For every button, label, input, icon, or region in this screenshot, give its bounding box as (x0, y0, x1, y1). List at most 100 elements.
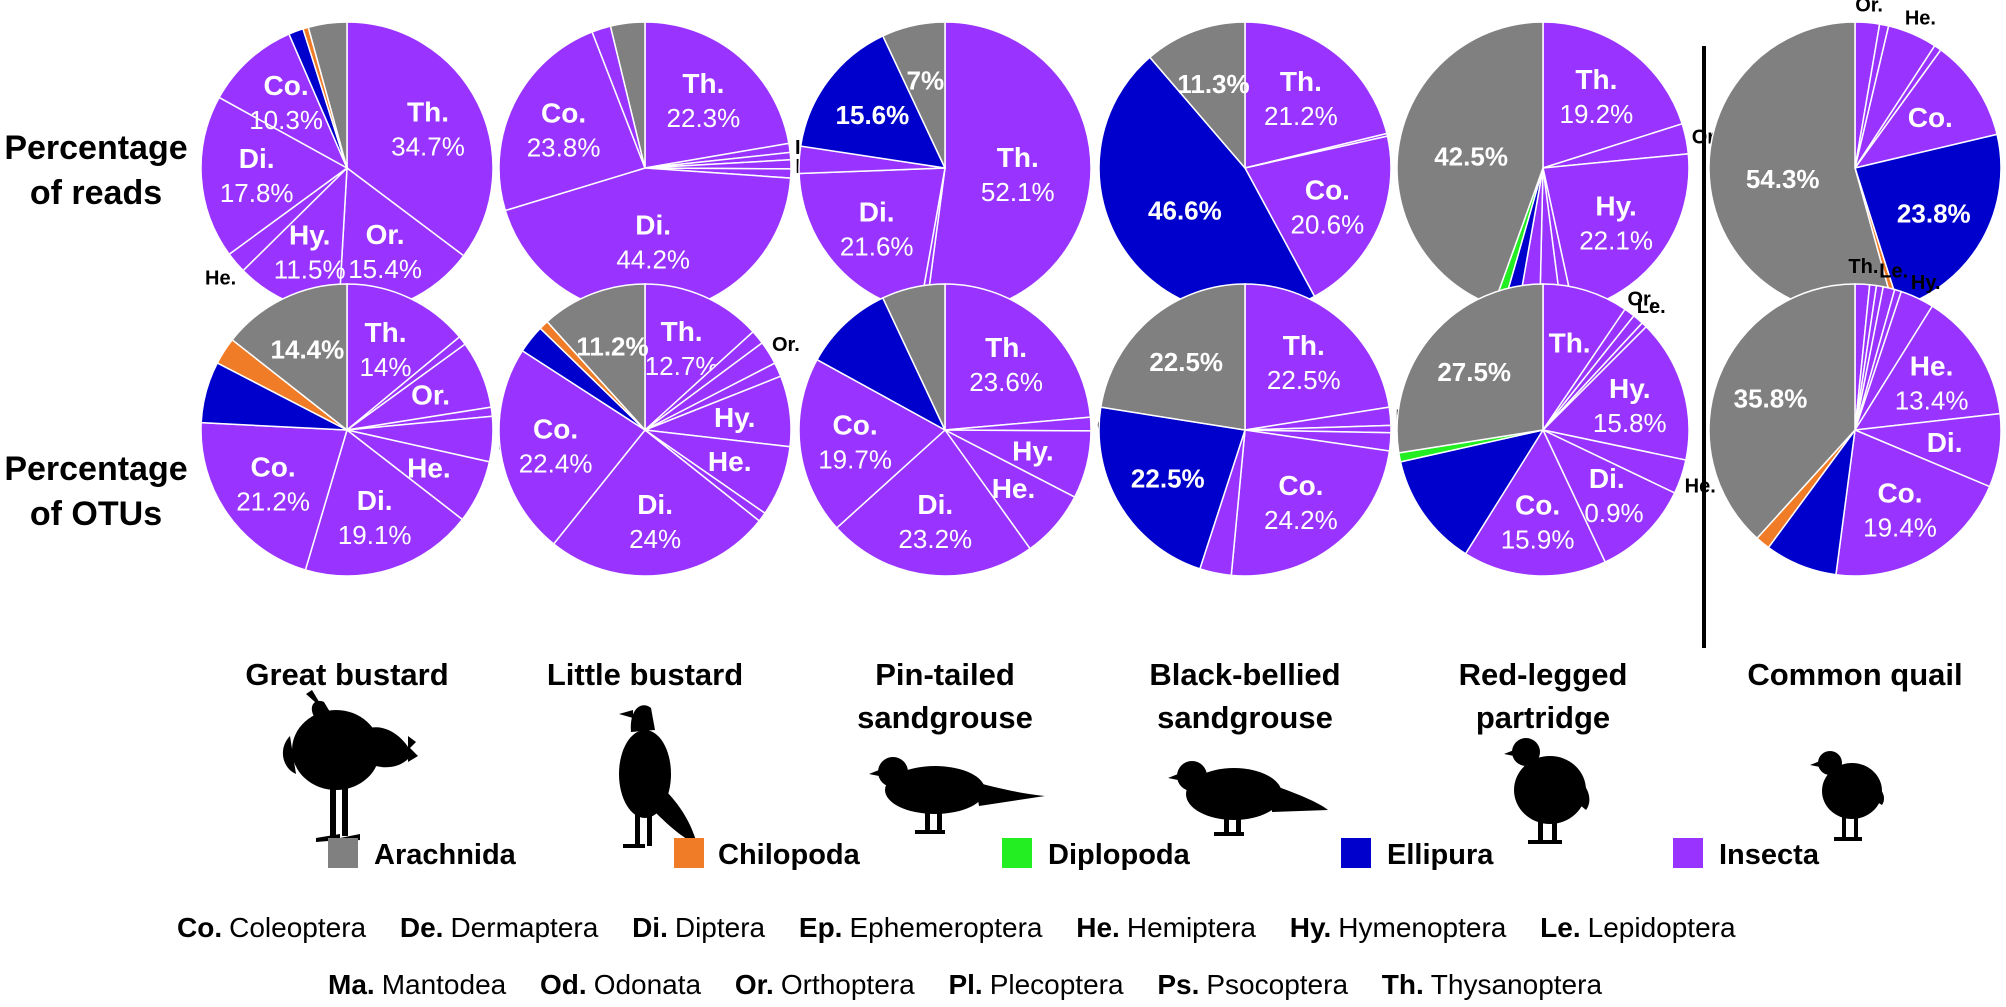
pie-black-bellied-sandgrouse-reads-label-co: Co. (1305, 175, 1350, 206)
pie-great-bustard-reads-label-or: Or. (366, 219, 405, 250)
pie-pin-tailed-sandgrouse-reads-pct-2: 21.6% (840, 231, 914, 261)
pie-great-bustard-otus-pct-10: 14.4% (271, 335, 345, 365)
abbr-ep: Ep. (799, 912, 843, 943)
pie-red-legged-partridge-reads-label-hy: Hy. (1595, 190, 1637, 221)
row-label-reads: Percentage of reads (4, 129, 187, 212)
red-legged-partridge-silhouette-icon (1504, 738, 1590, 844)
legend-label-insecta: Insecta (1719, 839, 1820, 871)
pie-little-bustard-otus-pct-11: 11.2% (576, 332, 648, 362)
pie-little-bustard-otus: Th.12.7%Or.Hy.He.Di.24%Co.22.4%11.2% (498, 283, 800, 577)
pie-little-bustard-reads: Th.22.3%Le.He.Di.44.2%Co.23.8% (498, 21, 826, 315)
pie-pin-tailed-sandgrouse-reads-label-th: Th. (997, 142, 1039, 173)
bird-name-little-bustard: Little bustard (547, 657, 743, 692)
pie-red-legged-partridge-reads-label-th: Th. (1575, 64, 1617, 95)
pie-pin-tailed-sandgrouse-reads-slice-arachnida-5 (881, 21, 946, 169)
pie-little-bustard-otus-slice-insecta-di-7 (552, 428, 761, 577)
pie-black-bellied-sandgrouse-otus-pct-4: 24.2% (1264, 505, 1338, 535)
pie-pin-tailed-sandgrouse-otus-slice-insecta-th-0 (944, 283, 1092, 431)
pie-great-bustard-reads-pct-0: 34.7% (391, 132, 465, 162)
pie-great-bustard-otus-slice-insecta-di-6 (304, 428, 464, 577)
legend-swatch-ellipura (1341, 838, 1371, 868)
pie-pin-tailed-sandgrouse-reads-pct-0: 52.1% (981, 177, 1055, 207)
pie-black-bellied-sandgrouse-reads-pct-4: 11.3% (1177, 69, 1249, 99)
abbr-he: He. (1076, 912, 1120, 943)
pie-great-bustard-otus-pct-7: 21.2% (236, 486, 310, 516)
pie-common-quail-otus-slice-arachnida-11 (1708, 283, 1856, 540)
pie-black-bellied-sandgrouse-otus-pct-6: 22.5% (1131, 463, 1205, 493)
pie-red-legged-partridge-otus-slice-insecta-co-7 (1464, 428, 1607, 577)
abbr-de: De. (400, 912, 444, 943)
abbr-di: Di. (632, 912, 668, 943)
abbr-co-full: Coleoptera (229, 912, 366, 943)
pie-red-legged-partridge-reads-pct-8: 42.5% (1434, 142, 1508, 172)
pie-common-quail-otus: Th. Le.Hy. He. 13.4% Di.Co. 19.4% 35.8% (1708, 256, 2002, 577)
bird-name-red-legged-line1: Red-legged (1459, 657, 1628, 692)
pie-black-bellied-sandgrouse-otus-slice-insecta-th-0 (1244, 283, 1391, 431)
abbr-le-full: Lepidoptera (1588, 912, 1736, 943)
abbr-ps-full: Psocoptera (1206, 969, 1348, 1000)
bird-name-common-quail: Common quail (1747, 657, 1962, 692)
great-bustard-silhouette-icon (282, 690, 418, 842)
pie-common-quail-otus-label-he: He. (1910, 351, 1954, 382)
pie-black-bellied-sandgrouse-reads-pct-3: 46.6% (1148, 195, 1222, 225)
legend-label-ellipura: Ellipura (1387, 839, 1494, 871)
pie-little-bustard-otus-slice-insecta-th-0 (644, 283, 755, 432)
pie-red-legged-partridge-reads-slice-insecta-th-0 (1542, 21, 1684, 170)
pie-little-bustard-otus-label-or: Or. (772, 334, 800, 356)
pie-common-quail-otus-pct-11: 35.8% (1734, 383, 1808, 413)
black-bellied-sandgrouse-silhouette-icon (1168, 761, 1328, 836)
abbr-or: Or. (735, 969, 774, 1000)
abbr-di-full: Diptera (675, 912, 766, 943)
pie-great-bustard-reads-pct-1: 15.4% (348, 254, 422, 284)
pie-pin-tailed-sandgrouse-otus-pct-0: 23.6% (969, 367, 1043, 397)
pie-red-legged-partridge-otus-slice-insecta-di-6 (1541, 428, 1676, 564)
pie-pin-tailed-sandgrouse-otus-slice-insecta-co-5 (798, 358, 947, 529)
pie-little-bustard-reads-label-th: Th. (682, 68, 724, 99)
pie-red-legged-partridge-otus-pct-7: 15.9% (1501, 524, 1575, 554)
pie-common-quail-otus-slice-insecta-he-6 (1853, 305, 2001, 431)
pie-red-legged-partridge-otus: Th.Or.Le.Hy.15.8%He.Di.10.9%Co.15.9%27.5… (1396, 283, 1716, 577)
pie-common-quail-otus-label-le: Le. (1879, 261, 1908, 283)
pie-black-bellied-sandgrouse-otus-label-th: Th. (1283, 330, 1325, 361)
pie-pin-tailed-sandgrouse-reads-slice-ellipura-4 (799, 34, 947, 169)
pie-black-bellied-sandgrouse-reads-pct-2: 20.6% (1291, 210, 1365, 240)
pie-pin-tailed-sandgrouse-otus-slice-ellipura-6 (816, 296, 947, 432)
pie-little-bustard-reads-slice-insecta-th-0 (644, 21, 790, 169)
pie-black-bellied-sandgrouse-reads-slice-insecta-th-0 (1244, 21, 1388, 169)
pie-pin-tailed-sandgrouse-otus-label-hy: Hy. (1012, 436, 1054, 467)
pie-great-bustard-reads-slice-insecta-co-5 (218, 33, 349, 170)
pie-common-quail-otus-label-th: Th. (1848, 256, 1878, 278)
legend-swatch-arachnida (328, 838, 358, 868)
abbr-od: Od. (540, 969, 587, 1000)
pie-pin-tailed-sandgrouse-otus-label-th: Th. (985, 332, 1027, 363)
pie-black-bellied-sandgrouse-otus: Th.22.5%Hy.Di.Co.24.2%22.5%22.5% (1098, 283, 1425, 577)
pie-black-bellied-sandgrouse-reads: Th. 21.2% Co. 20.6% 46.6% 11.3% (1098, 21, 1392, 315)
row-label-reads-line1: Percentage (4, 129, 187, 167)
pie-great-bustard-reads-label-th: Th. (407, 97, 449, 128)
bird-labels: Great bustard Little bustard Pin-tailed … (245, 657, 1962, 735)
row-label-otus: Percentage of OTUs (4, 450, 187, 533)
pie-pin-tailed-sandgrouse-reads-pct-5: 7% (907, 66, 945, 96)
pie-pin-tailed-sandgrouse-otus-slice-arachnida-7 (881, 283, 946, 431)
pie-great-bustard-otus-pct-6: 19.1% (338, 520, 412, 550)
pie-common-quail-reads-pct-7: 54.3% (1746, 164, 1820, 194)
pie-great-bustard-reads-label-hy: Hy. (289, 220, 331, 251)
abbr-ma-full: Mantodea (382, 969, 507, 1000)
row-label-reads-line2: of reads (30, 174, 162, 212)
legend-swatch-diplopoda (1002, 838, 1032, 868)
pie-pin-tailed-sandgrouse-otus-slice-insecta-di-4 (835, 428, 1032, 577)
legend-swatch-chilopoda (674, 838, 704, 868)
abbreviation-line-1: Co. Coleoptera De. Dermaptera Di. Diptera E… (177, 912, 1736, 943)
pie-little-bustard-reads-slice-insecta-co-6 (498, 30, 646, 212)
pie-pin-tailed-sandgrouse-otus-label-di: Di. (917, 489, 953, 520)
pie-great-bustard-otus-slice-arachnida-10 (231, 283, 348, 432)
pie-great-bustard-reads-label-di: Di. (239, 143, 275, 174)
pie-red-legged-partridge-reads-pct-0: 19.2% (1560, 99, 1634, 129)
pies-group: Th. 34.7% Or. 15.4% Hy. 11.5% He. Di. 17.8% Co. 10… (200, 0, 2002, 577)
pie-black-bellied-sandgrouse-otus-slice-insecta-co-4 (1230, 429, 1391, 577)
abbr-le: Le. (1540, 912, 1580, 943)
pie-great-bustard-otus-label-he: He. (407, 453, 451, 484)
pie-pin-tailed-sandgrouse-reads: Th. 52.1% Di. 21.6% 15.6% 7% (798, 21, 1092, 315)
pie-great-bustard-otus-slice-insecta-co-7 (200, 421, 348, 571)
